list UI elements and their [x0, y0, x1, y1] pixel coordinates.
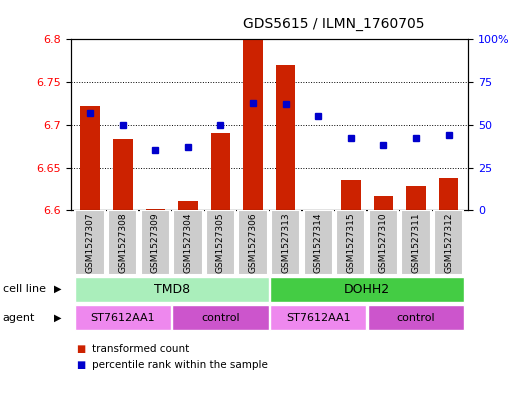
Bar [75, 210, 105, 275]
Bar [113, 139, 132, 210]
Text: GSM1527308: GSM1527308 [118, 212, 127, 273]
Bar [270, 305, 367, 330]
Text: GSM1527304: GSM1527304 [184, 212, 192, 273]
Bar [270, 277, 464, 302]
Bar [211, 133, 230, 210]
Text: ST7612AA1: ST7612AA1 [286, 312, 350, 323]
Text: GSM1527310: GSM1527310 [379, 212, 388, 273]
Text: ▶: ▶ [54, 284, 61, 294]
Text: GSM1527305: GSM1527305 [216, 212, 225, 273]
Bar [108, 210, 138, 275]
Bar [238, 210, 268, 275]
Text: ▶: ▶ [54, 312, 61, 323]
Text: GSM1527311: GSM1527311 [412, 212, 420, 273]
Bar [369, 210, 398, 275]
Bar [173, 210, 202, 275]
Text: ST7612AA1: ST7612AA1 [90, 312, 155, 323]
Bar [373, 196, 393, 210]
Text: ■: ■ [76, 360, 85, 370]
Text: GSM1527306: GSM1527306 [248, 212, 257, 273]
Text: control: control [396, 312, 435, 323]
Bar [74, 305, 171, 330]
Text: GDS5615 / ILMN_1760705: GDS5615 / ILMN_1760705 [243, 17, 425, 31]
Bar [74, 277, 269, 302]
Bar [145, 209, 165, 210]
Bar [243, 39, 263, 210]
Bar [276, 65, 295, 210]
Text: GSM1527307: GSM1527307 [86, 212, 95, 273]
Bar [341, 180, 360, 210]
Text: percentile rank within the sample: percentile rank within the sample [92, 360, 267, 370]
Bar [434, 210, 463, 275]
Text: GSM1527314: GSM1527314 [314, 212, 323, 273]
Text: control: control [201, 312, 240, 323]
Bar [206, 210, 235, 275]
Bar [336, 210, 366, 275]
Bar [81, 106, 100, 210]
Bar [141, 210, 170, 275]
Text: ■: ■ [76, 344, 85, 354]
Text: TMD8: TMD8 [154, 283, 190, 296]
Bar [172, 305, 269, 330]
Text: agent: agent [3, 312, 35, 323]
Bar [368, 305, 464, 330]
Text: GSM1527312: GSM1527312 [444, 212, 453, 273]
Bar [401, 210, 430, 275]
Text: DOHH2: DOHH2 [344, 283, 390, 296]
Text: GSM1527315: GSM1527315 [346, 212, 355, 273]
Text: GSM1527313: GSM1527313 [281, 212, 290, 273]
Bar [271, 210, 300, 275]
Bar [406, 186, 426, 210]
Bar [303, 210, 333, 275]
Bar [439, 178, 458, 210]
Text: cell line: cell line [3, 284, 46, 294]
Text: transformed count: transformed count [92, 344, 189, 354]
Bar [178, 201, 198, 210]
Text: GSM1527309: GSM1527309 [151, 212, 160, 273]
